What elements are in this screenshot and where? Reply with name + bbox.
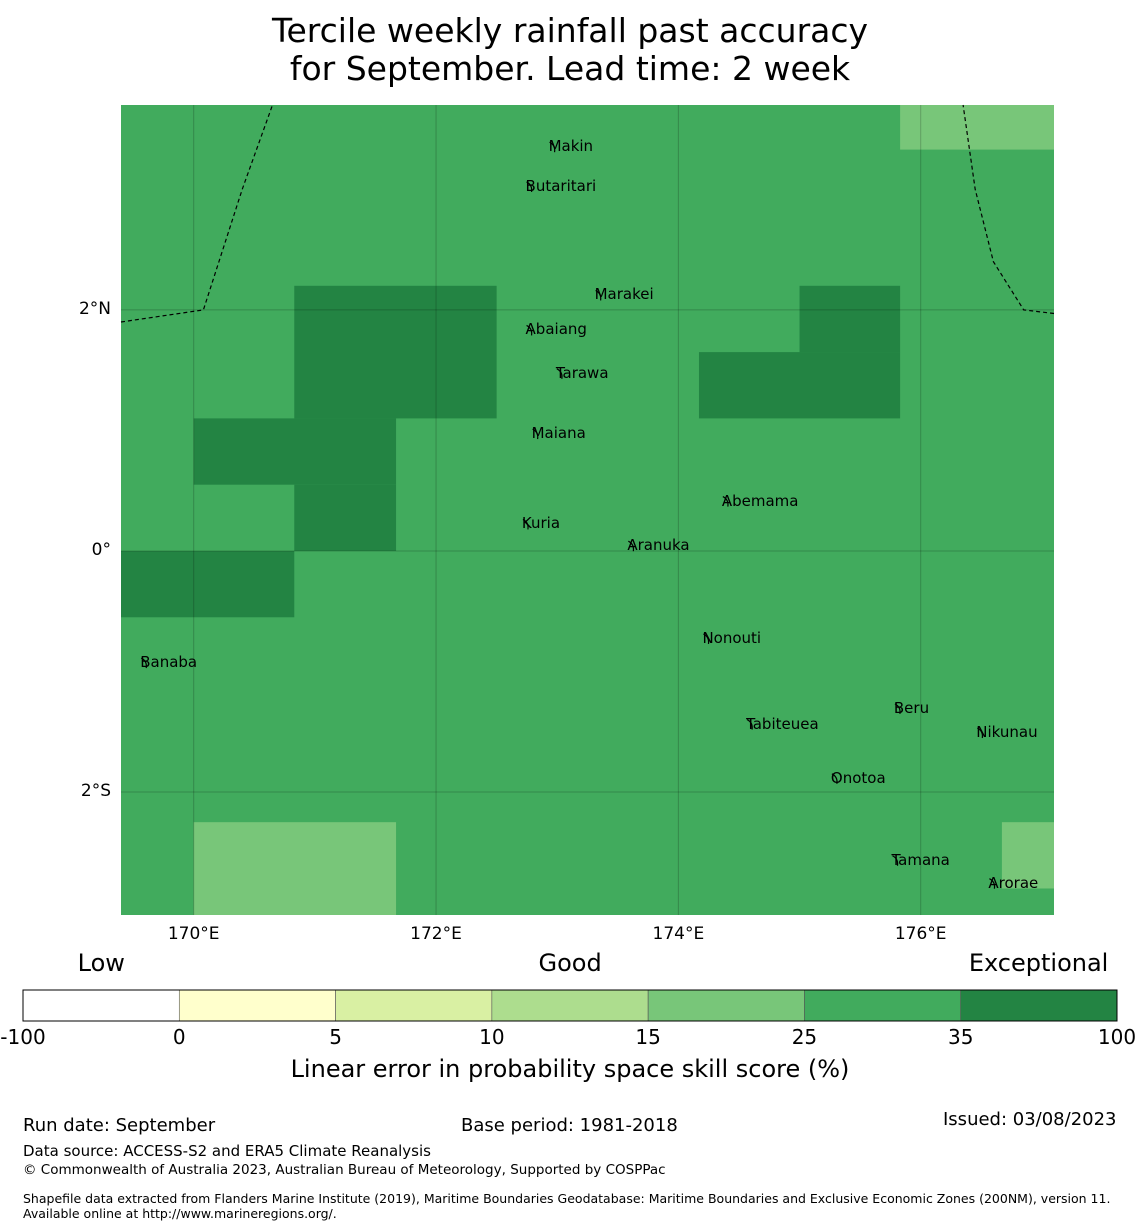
island-outline-abaiang	[526, 324, 533, 336]
island-label-tarawa: Tarawa	[555, 363, 609, 382]
skill-cell-0	[294, 285, 497, 419]
island-label-tabiteuea: Tabiteuea	[746, 714, 819, 733]
colorbar-frame	[22, 989, 1118, 1022]
island-outline-arorae	[989, 878, 996, 889]
issued-date: Issued: 03/08/2023	[943, 1109, 1117, 1130]
skill-cell-4	[698, 352, 901, 419]
skill-cell-2	[294, 484, 397, 551]
skill-cell-6	[900, 105, 1054, 150]
lon-tick-label: 170°E	[167, 924, 220, 944]
island-label-nikunau: Nikunau	[976, 722, 1038, 741]
colorbar-tick-label: 25	[791, 1025, 818, 1049]
colorbar-tick-label: 10	[479, 1025, 505, 1049]
island-label-butaritari: Butaritari	[525, 176, 597, 195]
base-period: Base period: 1981-2018	[461, 1115, 678, 1136]
colorbar-bin-1	[178, 989, 336, 1022]
colorbar-category-exceptional: Exceptional	[968, 949, 1109, 977]
skill-cell-5	[799, 285, 901, 353]
chart-title-line-2: for September. Lead time: 2 week	[289, 49, 851, 88]
lat-tick-label: 0°	[91, 539, 111, 560]
island-outline-makin	[549, 141, 556, 153]
island-label-banaba: Banaba	[140, 653, 198, 672]
colorbar-tick-label: 15	[635, 1025, 661, 1049]
lat-tick-label: 2°N	[78, 298, 111, 319]
skill-cell-8	[1001, 822, 1054, 889]
island-outline-abemama	[722, 496, 729, 507]
colorbar-tick-label: 5	[329, 1025, 342, 1049]
copyright: © Commonwealth of Australia 2023, Austra…	[23, 1162, 666, 1178]
colorbar-tick-label: 0	[172, 1025, 186, 1049]
island-outline-nonouti	[703, 633, 710, 645]
lat-tick-label: 2°S	[80, 781, 111, 802]
skill-cell-3	[121, 550, 295, 618]
colorbar-bin-6	[960, 989, 1118, 1022]
colorbar-bin-3	[491, 989, 649, 1022]
island-label-maiana: Maiana	[531, 424, 586, 443]
island-outline-aranuka	[628, 540, 635, 552]
colorbar-title: Linear error in probability space skill …	[290, 1055, 850, 1083]
island-outline-tamana	[892, 855, 899, 866]
island-label-makin: Makin	[548, 137, 594, 156]
run-date: Run date: September	[23, 1115, 216, 1136]
island-outline-beru	[894, 703, 901, 714]
colorbar-tick-label: 100	[1097, 1025, 1137, 1049]
island-label-nonouti: Nonouti	[702, 628, 762, 647]
colorbar-category-good: Good	[538, 949, 602, 977]
island-outline-tabiteuea	[746, 719, 753, 730]
colorbar-tick-label: -100	[0, 1025, 46, 1049]
colorbar-tick-label: 35	[947, 1025, 974, 1049]
island-outline-marakei	[595, 289, 602, 301]
island-outline-banaba	[140, 657, 147, 669]
island-outline-onotoa	[831, 773, 838, 784]
lon-tick-label: 172°E	[410, 924, 462, 944]
island-label-tamana: Tamana	[891, 850, 950, 869]
island-label-onotoa: Onotoa	[830, 768, 886, 787]
island-label-marakei: Marakei	[594, 285, 654, 304]
island-label-aranuka: Aranuka	[627, 536, 690, 555]
map-background	[121, 105, 1054, 915]
colorbar-bin-5	[804, 989, 962, 1022]
island-outline-nikunau	[977, 727, 984, 739]
island-label-beru: Beru	[893, 698, 930, 717]
island-outline-butaritari	[526, 181, 533, 193]
eez-boundary-0	[120, 104, 274, 323]
lon-tick-label: 176°E	[894, 924, 947, 944]
eez-boundary-1	[962, 104, 1055, 315]
lon-tick-label: 174°E	[652, 924, 705, 944]
skill-cell-7	[193, 822, 397, 915]
island-label-abaiang: Abaiang	[525, 320, 587, 339]
colorbar-bin-4	[647, 989, 805, 1022]
skill-cell-1	[193, 418, 397, 485]
data-source: Data source: ACCESS-S2 and ERA5 Climate …	[23, 1142, 431, 1160]
colorbar-category-low: Low	[77, 949, 125, 977]
island-label-arorae: Arorae	[988, 873, 1039, 892]
island-label-abemama: Abemama	[721, 491, 799, 510]
island-outline-maiana	[532, 428, 539, 440]
island-label-kuria: Kuria	[521, 514, 561, 533]
island-outline-tarawa	[556, 368, 563, 379]
colorbar-bin-0	[22, 989, 180, 1022]
shapefile-attribution: Shapefile data extracted from Flanders M…	[23, 1191, 1111, 1221]
chart-title-line-1: Tercile weekly rainfall past accuracy	[271, 11, 869, 50]
island-outline-kuria	[522, 518, 529, 530]
colorbar-bin-2	[335, 989, 493, 1022]
